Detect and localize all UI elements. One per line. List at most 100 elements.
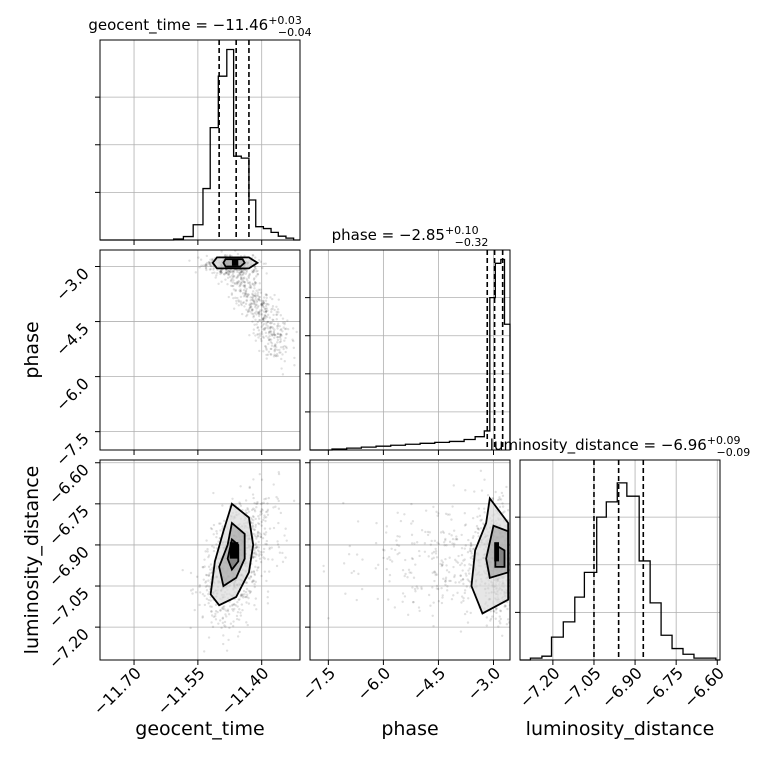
panel-geocent_time-vs-luminosity_distance-sample — [253, 573, 257, 577]
panel-geocent_time-vs-phase-sample — [224, 271, 228, 274]
panel-geocent_time-vs-luminosity_distance-sample — [256, 530, 260, 534]
panel-geocent_time-vs-phase-sample — [238, 268, 241, 272]
panel-geocent_time-vs-luminosity_distance-sample — [226, 608, 230, 611]
panel-phase-vs-luminosity_distance-sample — [453, 575, 456, 579]
panel-phase-vs-luminosity_distance-sample — [498, 496, 501, 499]
panel-geocent_time-vs-luminosity_distance-sample — [226, 609, 230, 613]
panel-geocent_time-vs-phase-sample — [245, 287, 248, 291]
panel-geocent_time-vs-phase-sample — [231, 270, 234, 274]
panel-phase-vs-luminosity_distance-sample — [472, 535, 475, 538]
panel-geocent_time-vs-luminosity_distance-sample — [249, 575, 253, 579]
panel-geocent_time-vs-luminosity_distance-ytick-label: −6.75 — [45, 501, 93, 549]
panel-geocent_time-vs-luminosity_distance-sample — [255, 506, 258, 509]
panel-phase-vs-luminosity_distance-sample — [454, 538, 457, 541]
panel-phase-vs-luminosity_distance-sample — [360, 587, 364, 591]
panel-phase-vs-luminosity_distance-contour — [485, 524, 510, 579]
panel-geocent_time-vs-phase-sample — [280, 327, 283, 331]
panel-geocent_time-vs-phase-sample — [269, 329, 272, 333]
panel-geocent_time-vs-phase-sample — [284, 327, 288, 330]
panel-geocent_time-vs-luminosity_distance-sample — [243, 595, 247, 599]
panel-geocent_time-vs-luminosity_distance-frame — [99, 459, 301, 661]
panel-geocent_time-vs-luminosity_distance-sample — [253, 546, 256, 550]
panel-phase-vs-luminosity_distance-sample — [492, 609, 495, 613]
panel-phase-vs-luminosity_distance-sample — [501, 494, 505, 498]
panel-geocent_time-vs-phase-sample — [271, 297, 274, 301]
panel-geocent_time-vs-phase-sample — [250, 302, 253, 305]
panel-geocent_time-vs-luminosity_distance-sample — [263, 570, 267, 573]
panel-phase-vs-luminosity_distance-sample — [494, 617, 497, 620]
panel-geocent_time-vs-phase-sample — [279, 314, 283, 317]
panel-phase-vs-luminosity_distance-sample — [389, 558, 392, 562]
panel-phase-vs-luminosity_distance-sample — [511, 566, 513, 568]
panel-geocent_time-vs-phase-sample — [235, 276, 238, 280]
panel-geocent_time-vs-luminosity_distance-sample — [276, 540, 279, 543]
panel-geocent_time-vs-luminosity_distance-sample — [249, 575, 253, 578]
panel-phase-vs-luminosity_distance-sample — [424, 509, 428, 512]
panel-geocent_time-vs-luminosity_distance-sample — [242, 596, 245, 599]
panel-phase-vs-luminosity_distance-sample — [433, 579, 436, 583]
panel-phase-vs-luminosity_distance-sample — [442, 531, 446, 534]
panel-phase-vs-luminosity_distance-sample — [401, 568, 405, 572]
panel-geocent_time-vs-phase-sample — [253, 284, 256, 287]
panel-geocent_time-vs-luminosity_distance-sample — [234, 604, 238, 607]
panel-geocent_time-vs-luminosity_distance-sample — [263, 557, 266, 560]
panel-geocent_time-vs-luminosity_distance-sample — [214, 615, 217, 618]
panel-phase-vs-luminosity_distance-sample — [442, 577, 445, 580]
panel-geocent_time-vs-phase-sample — [248, 310, 252, 313]
panel-phase-vs-luminosity_distance-sample — [306, 527, 308, 529]
panel-phase-vs-luminosity_distance-sample — [453, 542, 456, 546]
panel-phase-vs-luminosity_distance-sample — [483, 478, 486, 481]
panel-geocent_time-vs-phase-sample — [276, 324, 280, 327]
panel-geocent_time-vs-phase-sample — [262, 306, 266, 309]
panel-geocent_time-vs-phase-sample — [246, 313, 249, 316]
panel-geocent_time-vs-luminosity_distance-sample — [277, 521, 280, 525]
panel-geocent_time-vs-phase-sample — [273, 336, 276, 339]
panel-geocent_time-vs-phase-sample — [249, 285, 252, 288]
panel-phase-vs-luminosity_distance-sample — [445, 569, 449, 572]
panel-geocent_time-vs-phase-sample — [236, 276, 239, 279]
panel-geocent_time-vs-phase-sample — [226, 271, 229, 274]
panel-geocent_time-vs-phase-sample — [277, 298, 280, 301]
panel-geocent_time-vs-phase-sample — [239, 268, 243, 272]
panel-geocent_time-vs-phase-sample — [256, 299, 259, 302]
panel-geocent_time-vs-phase-sample — [243, 305, 246, 308]
panel-geocent_time-vs-phase-sample — [281, 345, 285, 349]
panel-geocent_time-vs-luminosity_distance-sample — [212, 615, 216, 619]
panel-geocent_time-vs-phase-sample — [241, 269, 244, 272]
panel-phase-vs-luminosity_distance-sample — [447, 570, 451, 574]
panel-geocent_time-vs-phase-sample — [274, 344, 277, 347]
panel-geocent_time-vs-phase-sample — [257, 288, 260, 292]
panel-phase-vs-luminosity_distance-sample — [462, 596, 465, 600]
panel-geocent_time-vs-luminosity_distance-sample — [207, 574, 211, 577]
panel-phase-vs-luminosity_distance-sample — [444, 580, 447, 583]
panel-phase-vs-luminosity_distance-sample — [458, 581, 461, 584]
panel-geocent_time-vs-phase-sample — [243, 292, 247, 296]
panel-phase-vs-luminosity_distance-sample — [514, 565, 516, 567]
panel-geocent_time-vs-luminosity_distance-sample — [252, 570, 256, 574]
panel-geocent_time-vs-phase-sample — [279, 334, 282, 337]
panel-phase-vs-luminosity_distance-sample — [476, 515, 479, 519]
panel-phase-vs-luminosity_distance-sample — [420, 586, 423, 589]
panel-phase-vs-luminosity_distance-sample — [436, 514, 439, 517]
panel-geocent_time-vs-phase-sample — [259, 291, 263, 294]
panel-geocent_time-vs-phase-sample — [264, 344, 267, 348]
panel-geocent_time-vs-phase-sample — [225, 254, 229, 257]
panel-phase-vs-luminosity_distance-sample — [500, 491, 504, 495]
panel-geocent_time-vs-phase-sample — [284, 345, 288, 349]
panel-geocent_time-vs-luminosity_distance-sample — [202, 578, 205, 581]
panel-geocent_time-vs-luminosity_distance-sample — [240, 594, 243, 597]
panel-geocent_time-vs-phase-sample — [269, 296, 272, 299]
panel-geocent_time-vs-luminosity_distance-sample — [263, 527, 267, 530]
panel-geocent_time-vs-phase-sample — [253, 267, 257, 270]
panel-geocent_time-vs-luminosity_distance-sample — [207, 565, 211, 568]
panel-geocent_time-vs-phase-sample — [244, 295, 247, 298]
panel-phase-vs-luminosity_distance-sample — [410, 571, 413, 575]
panel-geocent_time-vs-luminosity_distance-sample — [254, 597, 258, 600]
panel-geocent_time-vs-phase-sample — [232, 279, 235, 282]
panel-geocent_time-vs-phase-sample — [204, 262, 208, 266]
panel-phase-vs-luminosity_distance-sample — [495, 611, 498, 615]
panel-geocent_time-vs-phase-sample — [245, 299, 248, 303]
panel-phase-vs-luminosity_distance-sample — [471, 555, 474, 558]
panel-geocent_time-vs-luminosity_distance-sample — [225, 615, 228, 618]
panel-geocent_time-vs-phase-sample — [243, 281, 246, 284]
